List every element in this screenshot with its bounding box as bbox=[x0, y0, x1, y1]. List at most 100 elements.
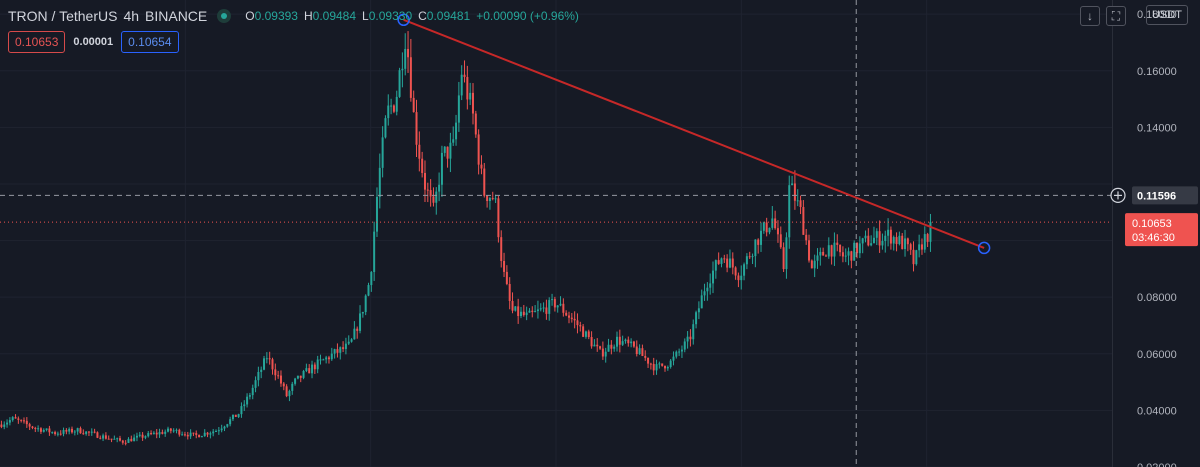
candle bbox=[186, 434, 189, 437]
candle bbox=[155, 432, 158, 435]
candle bbox=[271, 359, 274, 370]
candle bbox=[768, 227, 771, 233]
candle bbox=[220, 428, 223, 431]
candle bbox=[119, 438, 122, 441]
candle bbox=[601, 348, 604, 357]
candle bbox=[59, 433, 62, 435]
candle bbox=[810, 260, 813, 269]
candle bbox=[861, 238, 864, 244]
candle bbox=[661, 363, 664, 366]
candle bbox=[215, 430, 218, 432]
candle bbox=[796, 200, 799, 202]
candle bbox=[65, 430, 68, 432]
interval-label[interactable]: 4h bbox=[123, 8, 140, 24]
candle bbox=[799, 200, 802, 208]
candle bbox=[638, 348, 641, 355]
candle bbox=[680, 349, 683, 352]
candle bbox=[474, 113, 477, 135]
candle bbox=[240, 406, 243, 415]
candle bbox=[720, 258, 723, 264]
candle bbox=[567, 315, 570, 318]
candle bbox=[375, 196, 378, 232]
candle bbox=[415, 112, 418, 145]
candle bbox=[138, 434, 141, 436]
candle bbox=[471, 92, 474, 114]
candle bbox=[398, 70, 401, 97]
trendline[interactable] bbox=[403, 18, 985, 249]
candle bbox=[169, 428, 172, 431]
candle bbox=[895, 237, 898, 245]
spread-value: 0.00001 bbox=[73, 36, 114, 48]
trendline-start-handle[interactable] bbox=[397, 13, 410, 27]
candle bbox=[110, 438, 113, 440]
candle bbox=[717, 260, 720, 264]
candle bbox=[678, 351, 681, 353]
trendline-end-handle[interactable] bbox=[977, 241, 991, 255]
candle bbox=[248, 395, 251, 397]
candle bbox=[322, 359, 325, 361]
candle bbox=[740, 275, 743, 281]
candle bbox=[234, 414, 237, 417]
candle bbox=[407, 48, 410, 58]
candle bbox=[808, 240, 811, 261]
candle bbox=[774, 218, 777, 229]
candle bbox=[251, 387, 254, 396]
candle bbox=[483, 168, 486, 196]
candle bbox=[830, 245, 833, 257]
currency-button[interactable]: USDT bbox=[1146, 5, 1188, 25]
candle bbox=[500, 237, 503, 261]
candle bbox=[260, 369, 263, 372]
candle bbox=[621, 341, 624, 345]
candle bbox=[782, 247, 785, 270]
buy-button[interactable]: 0.10654 bbox=[121, 31, 179, 53]
candle bbox=[664, 365, 667, 369]
symbol-title[interactable]: TRON / TetherUS bbox=[8, 8, 118, 24]
candle bbox=[364, 295, 367, 313]
candle bbox=[728, 258, 731, 268]
candle bbox=[536, 309, 539, 312]
candle bbox=[709, 283, 712, 288]
candle bbox=[593, 344, 596, 347]
scroll-to-realtime-button[interactable]: ↓ bbox=[1080, 6, 1100, 26]
candle bbox=[909, 244, 912, 250]
candle bbox=[121, 440, 124, 443]
candle bbox=[356, 328, 359, 331]
candle bbox=[313, 364, 316, 370]
candle bbox=[757, 239, 760, 245]
candle bbox=[534, 311, 537, 313]
candle bbox=[844, 255, 847, 257]
y-tick-label: 0.08000 bbox=[1137, 292, 1177, 304]
candle bbox=[37, 428, 40, 430]
candle bbox=[695, 312, 698, 325]
candle bbox=[226, 424, 229, 427]
candle bbox=[604, 351, 607, 357]
candle bbox=[401, 68, 404, 71]
candle bbox=[438, 184, 441, 192]
candle bbox=[819, 251, 822, 256]
candle bbox=[296, 375, 299, 379]
candle bbox=[305, 368, 308, 371]
candle bbox=[79, 428, 82, 434]
market-status-icon[interactable] bbox=[217, 9, 232, 23]
candle bbox=[212, 431, 215, 434]
candle bbox=[904, 238, 907, 249]
candle bbox=[336, 349, 339, 353]
candle bbox=[610, 344, 613, 349]
candle bbox=[274, 369, 277, 376]
candle bbox=[56, 433, 59, 435]
candle bbox=[570, 317, 573, 319]
candle bbox=[929, 222, 932, 242]
candle bbox=[229, 419, 232, 425]
candle bbox=[71, 428, 74, 433]
candle bbox=[692, 324, 695, 340]
candle bbox=[528, 310, 531, 313]
sell-button[interactable]: 0.10653 bbox=[8, 31, 66, 53]
candle bbox=[294, 378, 297, 384]
y-tick-label: 0.14000 bbox=[1137, 122, 1177, 134]
fullscreen-button[interactable]: ⛶ bbox=[1106, 6, 1126, 26]
candle bbox=[748, 256, 751, 258]
candle bbox=[96, 432, 99, 438]
y-tick-label: 0.02000 bbox=[1137, 462, 1177, 467]
